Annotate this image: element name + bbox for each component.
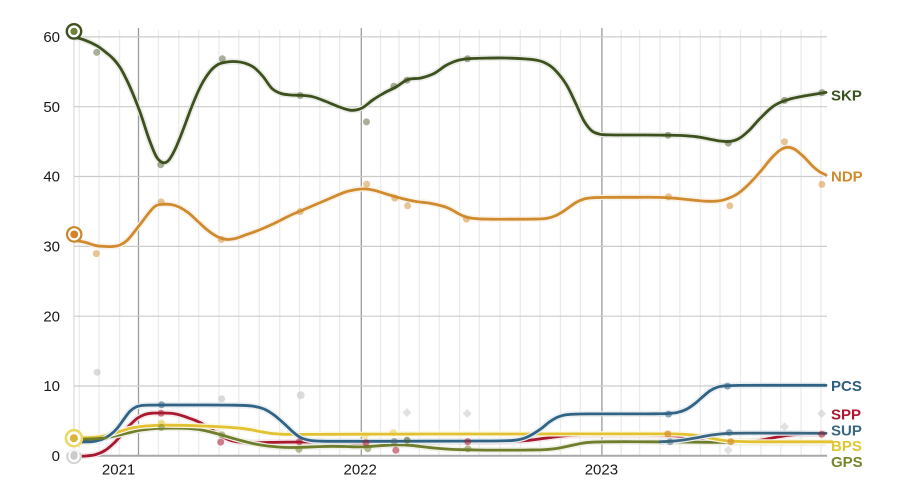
svg-text:SKP: SKP xyxy=(831,87,862,104)
svg-text:SUP: SUP xyxy=(831,423,862,440)
svg-text:0: 0 xyxy=(52,448,60,465)
svg-text:40: 40 xyxy=(43,169,60,186)
svg-text:GPS: GPS xyxy=(831,454,863,471)
svg-text:30: 30 xyxy=(43,239,60,256)
svg-text:PCS: PCS xyxy=(831,378,862,395)
svg-text:20: 20 xyxy=(43,308,60,325)
svg-text:SPP: SPP xyxy=(831,407,861,424)
svg-text:2022: 2022 xyxy=(344,462,377,479)
svg-text:BPS: BPS xyxy=(831,438,862,455)
svg-text:50: 50 xyxy=(43,99,60,116)
svg-text:10: 10 xyxy=(43,378,60,395)
svg-text:NDP: NDP xyxy=(831,169,863,186)
svg-text:2023: 2023 xyxy=(585,462,618,479)
svg-text:2021: 2021 xyxy=(102,462,135,479)
svg-text:60: 60 xyxy=(43,29,60,46)
